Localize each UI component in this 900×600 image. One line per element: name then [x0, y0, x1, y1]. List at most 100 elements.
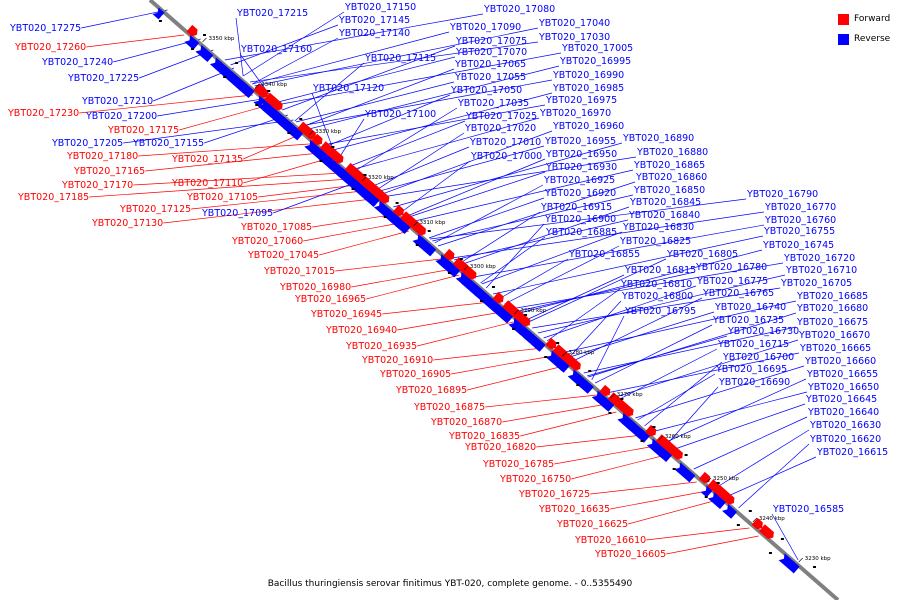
figure-caption: Bacillus thuringiensis serovar finitimus…	[267, 579, 633, 589]
forward-gene-label: YBT020_17045	[247, 250, 319, 261]
reverse-gene-feature	[594, 392, 613, 411]
reverse-gene-label: YBT020_17210	[81, 96, 153, 107]
reverse-gene-label: YBT020_16955	[544, 136, 616, 147]
forward-leader-line	[133, 172, 343, 186]
forward-gene-feature	[599, 384, 611, 397]
reverse-leader-line	[252, 37, 339, 85]
minor-feature	[704, 496, 708, 498]
reverse-gene-label: YBT020_16655	[806, 369, 878, 380]
reverse-gene-label: YBT020_17075	[455, 36, 527, 47]
reverse-gene-feature	[524, 331, 546, 352]
forward-leader-line	[145, 152, 320, 172]
forward-leader-line	[312, 214, 391, 228]
reverse-gene-label: YBT020_17010	[469, 137, 541, 148]
axis-tick-label: 3230 kbp	[805, 556, 831, 562]
axis-tick	[658, 435, 664, 441]
reverse-gene-label: YBT020_16810	[620, 279, 692, 290]
forward-gene-feature	[552, 344, 568, 359]
reverse-leader-line	[725, 456, 817, 498]
forward-gene-label: YBT020_17085	[240, 222, 312, 233]
reverse-leader-line	[595, 324, 713, 384]
forward-gene-label: YBT020_17110	[171, 178, 243, 189]
reverse-gene-feature	[258, 99, 277, 118]
reverse-gene-label: YBT020_16730	[727, 326, 799, 337]
reverse-gene-feature	[509, 318, 522, 331]
reverse-gene-label: YBT020_17055	[454, 72, 526, 83]
reverse-gene-feature	[707, 491, 726, 510]
forward-gene-label: YBT020_16965	[294, 294, 366, 305]
reverse-gene-feature	[492, 303, 511, 322]
reverse-gene-feature	[466, 281, 479, 294]
reverse-leader-line	[583, 326, 797, 374]
reverse-gene-label: YBT020_16645	[805, 394, 877, 405]
forward-leader-line	[243, 158, 327, 184]
reverse-leader-line	[294, 62, 365, 122]
forward-gene-label: YBT020_16635	[538, 504, 610, 515]
reverse-leader-line	[493, 235, 764, 295]
forward-gene-label: YBT020_16905	[379, 369, 451, 380]
reverse-gene-label: YBT020_16925	[543, 175, 615, 186]
reverse-gene-label: YBT020_16695	[715, 364, 787, 375]
forward-gene-label: YBT020_17125	[119, 204, 191, 215]
forward-leader-lines	[79, 34, 759, 555]
gene-features	[152, 7, 800, 574]
reverse-gene-label: YBT020_16740	[714, 302, 786, 313]
minor-feature	[768, 552, 772, 554]
axis-tick-label: 3290 kbp	[520, 308, 546, 314]
reverse-leader-line	[498, 258, 569, 300]
reverse-gene-label: YBT020_16675	[796, 317, 868, 328]
forward-gene-feature	[457, 261, 477, 280]
minor-feature	[640, 440, 644, 442]
forward-leader-line	[138, 143, 310, 157]
forward-gene-label: YBT020_16820	[464, 442, 536, 453]
forward-leader-line	[520, 411, 617, 437]
minor-feature	[672, 468, 676, 470]
reverse-gene-feature	[654, 444, 673, 463]
reverse-leader-line	[81, 9, 168, 29]
minor-feature	[202, 34, 206, 36]
forward-leader-line	[433, 347, 544, 361]
axis-tick-label: 3320 kbp	[368, 175, 394, 181]
reverse-gene-label: YBT020_16770	[764, 202, 836, 213]
forward-gene-feature	[443, 248, 455, 261]
forward-gene-label: YBT020_16725	[518, 489, 590, 500]
reverse-leader-line	[591, 315, 625, 381]
minor-feature	[319, 160, 323, 162]
forward-gene-label: YBT020_17105	[186, 192, 258, 203]
forward-gene-feature	[297, 121, 316, 140]
axis-tick	[254, 83, 260, 89]
reverse-gene-feature	[591, 390, 604, 403]
reverse-gene-label: YBT020_17070	[455, 47, 527, 58]
minor-feature	[223, 76, 227, 78]
reverse-gene-label: YBT020_17100	[364, 109, 436, 120]
reverse-leader-line	[376, 145, 545, 193]
axis-tick-label: 3300 kbp	[470, 264, 496, 270]
minor-feature	[544, 356, 548, 358]
reverse-gene-label: YBT020_16885	[545, 227, 617, 238]
reverse-leader-line	[715, 429, 810, 489]
forward-leader-line	[646, 527, 750, 541]
reverse-leader-line	[230, 24, 339, 66]
reverse-leader-line	[515, 249, 763, 315]
minor-feature	[576, 384, 580, 386]
forward-leader-line	[382, 301, 491, 315]
forward-leader-line	[590, 481, 697, 495]
minor-feature	[780, 538, 784, 540]
forward-gene-feature	[392, 204, 404, 217]
reverse-leader-line	[252, 31, 450, 85]
reverse-leader-line	[350, 117, 540, 171]
axis-tick	[562, 351, 567, 357]
reverse-gene-label: YBT020_16585	[772, 504, 844, 515]
reverse-leader-line	[242, 11, 345, 77]
forward-leader-line	[319, 230, 409, 256]
forward-leader-line	[485, 394, 597, 408]
forward-gene-feature	[311, 133, 323, 146]
reverse-leader-line	[612, 339, 799, 399]
reverse-leader-line	[637, 373, 716, 421]
minor-feature	[652, 426, 656, 428]
reverse-leader-line	[526, 258, 667, 324]
forward-leader-line	[163, 198, 373, 224]
reverse-leader-line	[428, 197, 545, 239]
reverse-gene-label: YBT020_16665	[799, 343, 871, 354]
minor-feature	[608, 412, 612, 414]
